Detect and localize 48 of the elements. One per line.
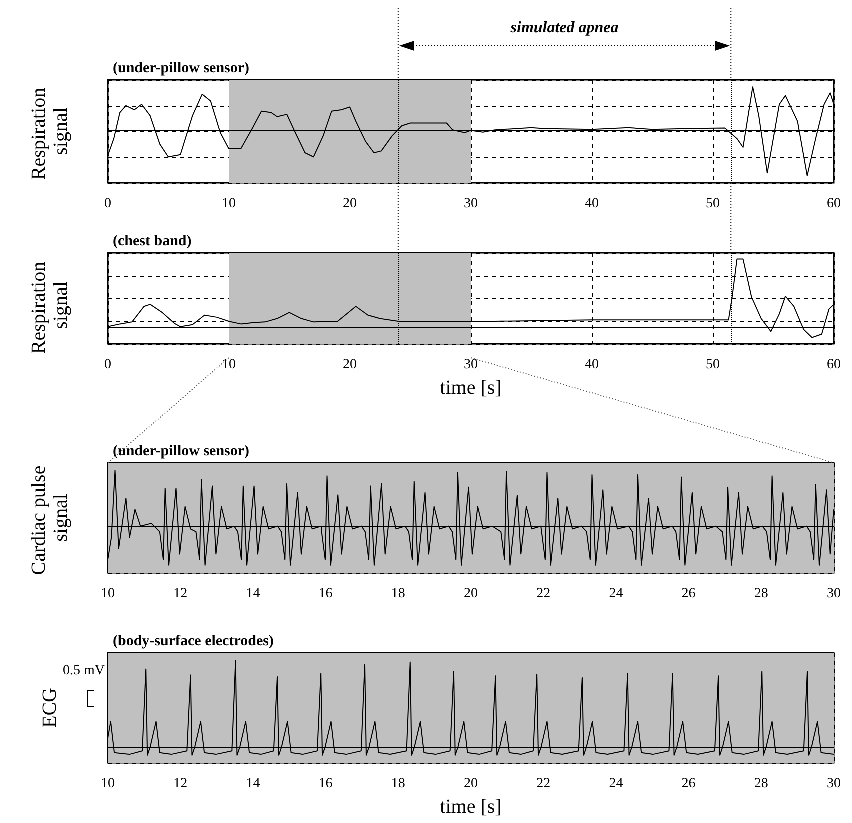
x-axis-title: time [s] <box>440 377 502 399</box>
y-axis-title: Respiration signal <box>28 256 72 354</box>
x-tick-label: 40 <box>585 358 599 372</box>
x-tick-label: 30 <box>827 776 841 792</box>
chart-title: (chest band) <box>113 234 192 250</box>
chart-title: (under-pillow sensor) <box>113 60 250 76</box>
x-tick-label: 16 <box>318 586 333 602</box>
x-tick-label: 10 <box>101 776 115 792</box>
text: simulated apnea <box>510 20 619 36</box>
chart-title: (body-surface electrodes) <box>113 634 274 650</box>
x-tick-label: 24 <box>609 776 624 792</box>
x-tick-label: 20 <box>343 358 357 372</box>
x-tick-label: 60 <box>827 358 841 372</box>
y-axis-title: Respiration signal <box>28 82 72 180</box>
x-tick-label: 26 <box>682 586 696 602</box>
x-tick-label: 20 <box>464 586 478 602</box>
x-tick-label: 18 <box>391 586 406 602</box>
x-tick-label: 10 <box>101 586 115 602</box>
x-tick-label: 50 <box>706 196 720 212</box>
x-tick-label: 22 <box>536 776 551 792</box>
x-tick-label: 24 <box>609 586 624 602</box>
x-tick-label: 14 <box>246 586 260 602</box>
x-tick-label: 26 <box>682 776 696 792</box>
x-tick-label: 12 <box>174 776 188 792</box>
x-tick-label: 28 <box>754 776 768 792</box>
x-tick-label: 10 <box>222 196 236 212</box>
x-tick-label: 14 <box>246 776 260 792</box>
x-tick-label: 10 <box>222 358 236 372</box>
x-tick-label: 50 <box>706 358 720 372</box>
x-tick-label: 0 <box>104 358 112 372</box>
x-tick-label: 0 <box>104 196 112 212</box>
x-tick-label: 30 <box>464 196 478 212</box>
x-tick-label: 30 <box>464 358 478 372</box>
x-tick-label: 22 <box>536 586 551 602</box>
chart-title: (under-pillow sensor) <box>113 444 250 460</box>
x-tick-label: 40 <box>585 196 599 212</box>
x-tick-label: 16 <box>318 776 333 792</box>
x-tick-label: 12 <box>174 586 188 602</box>
y-axis-title: ECG <box>39 688 61 728</box>
x-tick-label: 28 <box>754 586 768 602</box>
x-tick-label: 20 <box>464 776 478 792</box>
x-axis-title: time [s] <box>440 796 502 818</box>
x-tick-label: 20 <box>343 196 357 212</box>
x-tick-label: 18 <box>391 776 406 792</box>
y-axis-title: Cardiac pulse signal <box>28 460 72 576</box>
x-tick-label: 30 <box>827 586 841 602</box>
x-tick-label: 60 <box>827 196 841 212</box>
text: 0.5 mV <box>63 664 105 678</box>
